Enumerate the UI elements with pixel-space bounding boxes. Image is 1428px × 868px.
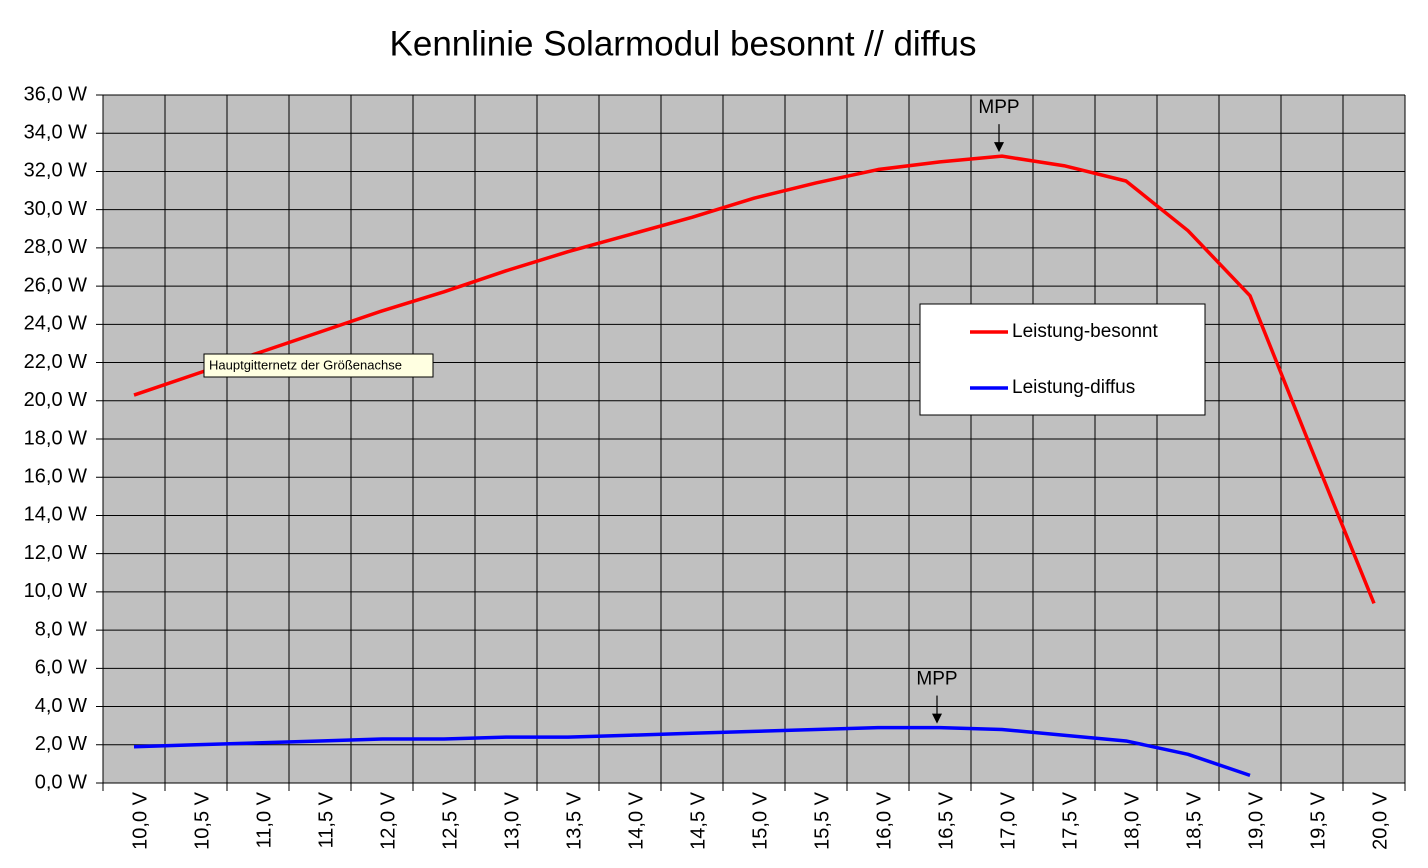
y-tick-label: 12,0 W [24, 542, 87, 564]
x-tick-label: 14,0 V [625, 791, 647, 849]
x-tick-label: 17,5 V [1059, 791, 1081, 849]
x-tick-label: 18,0 V [1121, 791, 1143, 849]
legend-label: Leistung-diffus [1012, 377, 1135, 398]
y-tick-label: 2,0 W [35, 733, 87, 755]
y-tick-label: 8,0 W [35, 618, 87, 640]
y-tick-label: 34,0 W [24, 122, 87, 144]
x-tick-label: 19,0 V [1245, 791, 1267, 849]
y-tick-label: 32,0 W [24, 160, 87, 182]
x-tick-label: 10,0 V [129, 791, 151, 849]
chart-title: Kennlinie Solarmodul besonnt // diffus [390, 24, 977, 63]
x-tick-label: 13,5 V [563, 791, 585, 849]
y-tick-label: 20,0 W [24, 389, 87, 411]
x-tick-label: 11,0 V [253, 791, 275, 848]
y-tick-label: 4,0 W [35, 695, 87, 717]
x-tick-label: 12,5 V [439, 791, 461, 849]
x-tick-label: 14,5 V [687, 791, 709, 849]
x-tick-label: 19,5 V [1307, 791, 1329, 849]
tooltip-box [203, 353, 434, 378]
x-tick-label: 18,5 V [1183, 791, 1205, 849]
x-tick-label: 15,5 V [811, 791, 833, 849]
y-tick-label: 6,0 W [35, 657, 87, 679]
x-tick-label: 15,0 V [749, 791, 771, 849]
x-tick-label: 20,0 V [1369, 791, 1391, 849]
y-tick-label: 18,0 W [24, 427, 87, 449]
x-tick-label: 16,5 V [935, 791, 957, 849]
x-tick-label: 10,5 V [191, 791, 213, 849]
y-tick-label: 30,0 W [24, 198, 87, 220]
series-line [133, 725, 1251, 778]
y-tick-label: 26,0 W [24, 274, 87, 296]
y-tick-label: 22,0 W [24, 351, 87, 373]
tooltip: Hauptgitternetz der Größenachse [209, 357, 402, 372]
y-tick-label: 28,0 W [24, 236, 87, 258]
y-tick-label: 24,0 W [24, 313, 87, 335]
annotation: MPP [916, 669, 957, 690]
x-tick-label: 13,0 V [501, 791, 523, 849]
y-tick-label: 16,0 W [24, 466, 87, 488]
y-tick-label: 36,0 W [24, 83, 87, 105]
x-tick-label: 11,5 V [315, 791, 337, 848]
legend-label: Leistung-besonnt [1012, 321, 1158, 342]
annotation-arrowhead [994, 142, 1004, 153]
y-tick-label: 14,0 W [24, 504, 87, 526]
x-tick-label: 17,0 V [997, 791, 1019, 849]
annotation-arrowhead [932, 713, 942, 724]
y-tick-label: 0,0 W [35, 771, 87, 793]
legend-box [919, 303, 1206, 416]
series-line [133, 154, 1376, 605]
x-tick-label: 12,0 V [377, 791, 399, 849]
x-tick-label: 16,0 V [873, 791, 895, 849]
annotation: MPP [978, 97, 1019, 118]
y-tick-label: 10,0 W [24, 580, 87, 602]
